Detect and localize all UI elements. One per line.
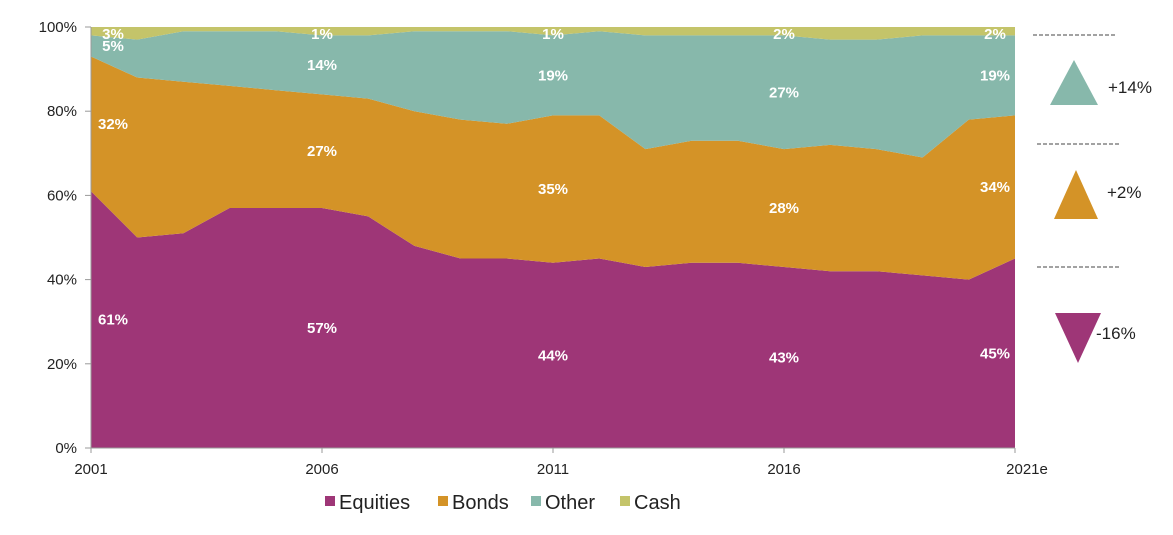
axes: 0% 20% 40% 60% 80% 100% 2001 2006 2011 2016 2021e (39, 19, 1048, 478)
data-label-equities: 61% (98, 312, 128, 329)
legend-swatch-bonds (438, 496, 448, 506)
legend-swatch-other (531, 496, 541, 506)
change-label-bonds: +2% (1107, 183, 1142, 202)
legend-label-bonds: Bonds (452, 492, 509, 514)
data-label-other: 19% (980, 67, 1010, 84)
legend-swatch-cash (620, 496, 630, 506)
legend-label-other: Other (545, 492, 595, 514)
area-equities (91, 191, 1015, 448)
y-tick-label: 20% (47, 356, 77, 373)
y-tick-label: 0% (55, 440, 77, 457)
data-label-equities: 43% (769, 349, 799, 366)
area-layers (91, 27, 1015, 448)
change-label-equities: -16% (1096, 324, 1136, 343)
area-other (91, 31, 1015, 158)
data-label-bonds: 35% (538, 181, 568, 198)
data-label-other: 19% (538, 67, 568, 84)
legend-swatch-equities (325, 496, 335, 506)
down-triangle-icon (1055, 313, 1101, 363)
data-label-other: 5% (102, 38, 124, 55)
data-label-bonds: 28% (769, 200, 799, 217)
area-bonds (91, 56, 1015, 280)
change-label-other: +14% (1108, 78, 1152, 97)
area-cash (91, 27, 1015, 40)
y-tick-label: 80% (47, 103, 77, 120)
data-label-cash: 3% (102, 26, 124, 43)
data-label-other: 27% (769, 84, 799, 101)
data-label-equities: 44% (538, 347, 568, 364)
x-tick-label: 2021e (1006, 461, 1048, 478)
up-triangle-icon (1050, 60, 1098, 105)
data-label-bonds: 34% (980, 179, 1010, 196)
data-label-equities: 45% (980, 345, 1010, 362)
data-labels: 61% 57% 44% 43% 45% 32% 27% 35% 28% 34% 5% 14% 19% 27… (98, 26, 1010, 366)
change-indicators: +14% +2% -16% (1033, 34, 1152, 363)
x-tick-label: 2006 (305, 461, 338, 478)
legend: Equities Bonds Other Cash (325, 492, 681, 514)
x-tick-label: 2001 (74, 461, 107, 478)
y-tick-label: 60% (47, 187, 77, 204)
data-label-bonds: 32% (98, 116, 128, 133)
y-tick-label: 40% (47, 272, 77, 289)
up-triangle-icon (1054, 170, 1098, 219)
x-tick-label: 2016 (767, 461, 800, 478)
data-label-equities: 57% (307, 320, 337, 337)
data-label-cash: 2% (773, 26, 795, 43)
x-tick-label: 2011 (537, 461, 569, 478)
legend-label-cash: Cash (634, 492, 681, 514)
data-label-bonds: 27% (307, 143, 337, 160)
legend-label-equities: Equities (339, 492, 410, 514)
data-label-other: 14% (307, 57, 337, 74)
data-label-cash: 2% (984, 26, 1006, 43)
data-label-cash: 1% (311, 26, 333, 43)
y-tick-label: 100% (39, 19, 77, 36)
data-label-cash: 1% (542, 26, 564, 43)
